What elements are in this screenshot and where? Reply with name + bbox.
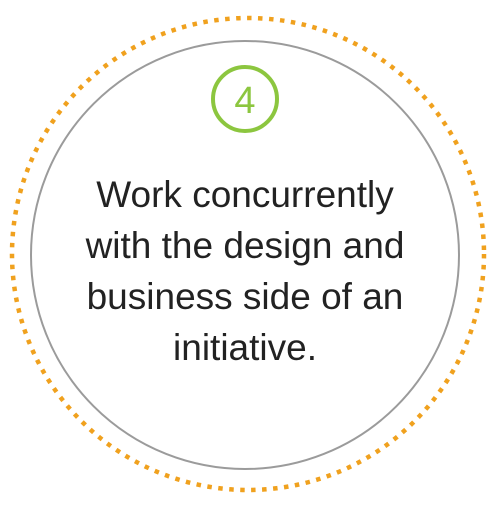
statement-line-4: initiative. [173,327,317,368]
statement-text: Work concurrently with the design and bu… [85,174,405,368]
step-badge: 4 [211,65,279,133]
step-number: 4 [234,80,255,122]
step-badge-ring [211,65,279,133]
statement-line-2: with the design and [85,225,405,266]
inner-ring [30,40,460,470]
statement-line-3: business side of an [87,276,404,317]
outer-dotted-ring [9,15,487,493]
statement-line-1: Work concurrently [96,174,394,215]
